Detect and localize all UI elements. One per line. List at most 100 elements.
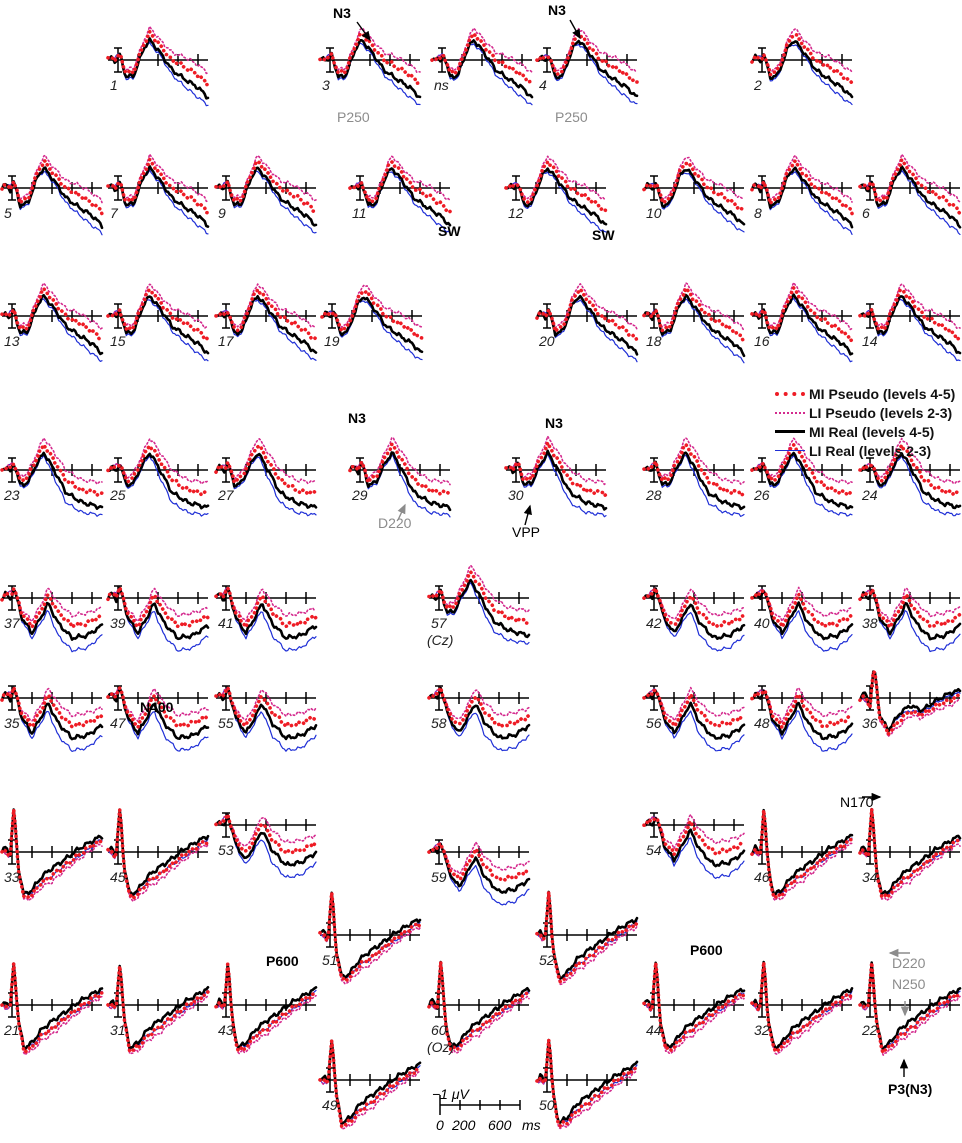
trace-mi-pseudo bbox=[348, 442, 452, 498]
trace-mi-pseudo bbox=[750, 159, 854, 216]
trace-mi-pseudo bbox=[106, 807, 210, 901]
annotation-vpp: VPP bbox=[512, 504, 540, 540]
electrode-label: 36 bbox=[862, 715, 878, 731]
trace-mi-real bbox=[750, 960, 854, 1050]
trace-mi-pseudo bbox=[106, 157, 210, 215]
trace-mi-pseudo bbox=[0, 807, 104, 900]
electrode-label: 58 bbox=[431, 715, 447, 731]
trace-mi-pseudo bbox=[320, 289, 424, 340]
legend-swatch bbox=[775, 408, 805, 418]
trace-mi-pseudo bbox=[858, 669, 962, 737]
trace-li-pseudo bbox=[428, 686, 530, 720]
trace-mi-pseudo bbox=[214, 159, 318, 214]
annotation-label: VPP bbox=[512, 524, 540, 540]
legend: MI Pseudo (levels 4-5) LI Pseudo (levels … bbox=[775, 384, 962, 460]
annotation-p3n3: P3(N3) bbox=[888, 1058, 932, 1097]
electrode-panel-33: 33 bbox=[0, 807, 104, 902]
electrode-panel-27: 27 bbox=[214, 438, 318, 517]
annotation-label: N3 bbox=[333, 5, 351, 21]
annotation-n400: N400 bbox=[140, 699, 174, 715]
electrode-label: 50 bbox=[539, 1097, 555, 1113]
trace-mi-real bbox=[214, 452, 318, 509]
electrode-label: 35 bbox=[4, 715, 20, 731]
electrode-panel-6: 6 bbox=[858, 153, 962, 236]
electrode-panel-49: 49 bbox=[318, 1038, 422, 1130]
legend-label: MI Pseudo (levels 4-5) bbox=[809, 385, 956, 402]
electrode-label: 43 bbox=[218, 1022, 234, 1038]
legend-label: LI Pseudo (levels 2-3) bbox=[809, 404, 953, 421]
annotation-n170: N170 bbox=[840, 792, 882, 810]
electrode-panel-7: 7 bbox=[106, 153, 210, 235]
trace-mi-pseudo bbox=[535, 890, 639, 984]
legend-entry: MI Pseudo (levels 4-5) bbox=[775, 384, 962, 403]
annotation-label: N170 bbox=[840, 794, 874, 810]
trace-li-real bbox=[859, 169, 961, 236]
electrode-label: 15 bbox=[110, 333, 126, 349]
trace-mi-pseudo bbox=[106, 585, 210, 629]
electrode-panel-43: 43 bbox=[214, 962, 318, 1055]
annotation-label: D220 bbox=[892, 955, 926, 971]
electrode-panel-53: 53 bbox=[214, 812, 318, 878]
electrode-label: 29 bbox=[351, 487, 368, 503]
trace-li-pseudo bbox=[1, 587, 103, 623]
trace-mi-pseudo bbox=[642, 586, 746, 629]
trace-mi-pseudo bbox=[750, 808, 854, 900]
electrode-label: 42 bbox=[646, 615, 662, 631]
electrode-label: 51 bbox=[322, 952, 338, 968]
electrode-label: 30 bbox=[508, 487, 524, 503]
annotation-arrow bbox=[397, 503, 406, 521]
trace-li-pseudo bbox=[751, 281, 853, 331]
trace-mi-pseudo bbox=[535, 32, 639, 84]
trace-mi-pseudo bbox=[642, 161, 746, 213]
trace-mi-real bbox=[642, 168, 746, 226]
electrode-panel-22: 22 bbox=[858, 960, 962, 1056]
annotation-n250: N250 bbox=[892, 976, 926, 1017]
electrode-panel-18: 18 bbox=[642, 282, 746, 364]
electrode-panel-40: 40 bbox=[750, 585, 854, 652]
electrode-sublabel: (Oz) bbox=[427, 1039, 454, 1055]
trace-mi-pseudo bbox=[750, 286, 854, 343]
trace-mi-pseudo bbox=[214, 812, 318, 855]
annotation-p600: P600 bbox=[266, 953, 299, 969]
electrode-label: 14 bbox=[862, 333, 878, 349]
electrode-panel-45: 45 bbox=[106, 807, 210, 903]
trace-mi-pseudo bbox=[535, 287, 639, 343]
trace-mi-pseudo bbox=[858, 807, 962, 900]
trace-mi-pseudo bbox=[858, 443, 962, 497]
trace-li-real bbox=[1, 298, 103, 362]
trace-li-pseudo bbox=[643, 587, 745, 620]
trace-mi-pseudo bbox=[504, 440, 608, 498]
trace-mi-pseudo bbox=[214, 962, 318, 1053]
legend-entry: MI Real (levels 4-5) bbox=[775, 422, 962, 441]
legend-label: LI Real (levels 2-3) bbox=[809, 442, 932, 459]
trace-mi-real bbox=[858, 165, 962, 229]
scale-amplitude-label: −1 μV bbox=[432, 1086, 471, 1102]
trace-mi-pseudo bbox=[427, 960, 531, 1052]
annotation-label: SW bbox=[438, 223, 461, 239]
annotation-sw: SW bbox=[592, 227, 615, 243]
trace-mi-pseudo bbox=[0, 961, 104, 1055]
annotation-label: N3 bbox=[548, 2, 566, 18]
trace-li-pseudo bbox=[751, 687, 853, 723]
trace-mi-pseudo bbox=[214, 685, 318, 729]
electrode-label: 39 bbox=[110, 615, 126, 631]
trace-li-pseudo bbox=[107, 438, 209, 485]
annotation-p600: P600 bbox=[690, 942, 723, 958]
annotation-label: P250 bbox=[555, 109, 588, 125]
electrode-label: 56 bbox=[646, 715, 662, 731]
annotation-n3: N3 bbox=[348, 410, 366, 426]
electrode-panel-15: 15 bbox=[106, 283, 210, 362]
trace-mi-real bbox=[430, 39, 534, 99]
trace-mi-pseudo bbox=[348, 160, 452, 214]
trace-li-pseudo bbox=[505, 435, 607, 486]
electrode-panel-56: 56 bbox=[642, 685, 746, 752]
electrode-label: 44 bbox=[646, 1022, 662, 1038]
electrode-label: 41 bbox=[218, 615, 234, 631]
trace-mi-pseudo bbox=[106, 444, 210, 497]
electrode-panel-57: 57(Cz) bbox=[427, 564, 531, 648]
electrode-label: 32 bbox=[754, 1022, 770, 1038]
trace-mi-pseudo bbox=[642, 961, 746, 1053]
electrode-label: 24 bbox=[861, 487, 878, 503]
